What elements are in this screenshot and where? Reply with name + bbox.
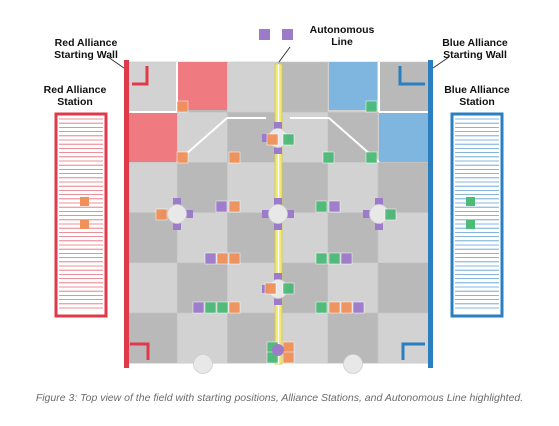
red-corner-marker [132,66,149,86]
ring [282,282,295,295]
ring [228,200,241,213]
autonomous-line-legend-square [282,29,293,40]
ring [216,301,229,314]
autonomous-line-pointer [278,46,291,63]
ring [216,252,229,265]
ring [384,208,397,221]
blue-alliance-starting-wall [428,60,433,368]
blue-starting-zone [379,112,429,162]
autonomous-line-legend-square [259,29,270,40]
ring [155,208,168,221]
field-tile [126,162,178,213]
mobile-goal-tab [173,222,181,230]
mobile-goal-tab [375,198,383,206]
mobile-goal-tab [262,210,270,218]
ring [266,133,279,146]
mobile-goal-tab [274,222,282,230]
ring [340,301,353,314]
ring [315,252,328,265]
ring [228,151,241,164]
mobile-goal-tab [375,222,383,230]
mobile-goal-tab [274,198,282,206]
ring [328,252,341,265]
mobile-goal-tab [274,297,282,305]
blue-station-frame [450,112,504,318]
ring [340,252,353,265]
field-tile [277,61,329,113]
ring [365,151,378,164]
ring [228,252,241,265]
mobile-goal-tab [262,134,270,142]
mobile-goal-tab [363,210,371,218]
ring [204,252,217,265]
blue-alliance-starting-wall-label: Blue Alliance Starting Wall [442,37,508,61]
ring [328,301,341,314]
ring [328,200,341,213]
mobile-goal-tab [286,210,294,218]
blue-alliance-station-label: Blue Alliance Station [444,84,510,108]
ring [322,151,335,164]
field-tile [126,262,178,314]
field-tile [227,61,278,113]
field-tile [126,312,178,364]
mobile-goal-tab [185,210,193,218]
red-station-ring [80,220,89,229]
ring [282,351,295,364]
field-tile [377,61,429,113]
ring [315,200,328,213]
mobile-goal [268,204,288,224]
blue-corner-marker [398,66,425,86]
mobile-goal-tab [274,273,282,281]
mobile-goal [193,354,213,374]
ring-stack [272,344,284,356]
blue-wall-pointer [432,56,450,69]
ring [282,341,295,354]
red-alliance-starting-wall [124,60,129,368]
ring [228,301,241,314]
ring [192,301,205,314]
ring [176,151,189,164]
ring [352,301,365,314]
mobile-goal-tab [173,198,181,206]
starting-zones [127,62,429,360]
mobile-goal [343,354,363,374]
figure-caption: Figure 3: Top view of the field with sta… [35,392,524,404]
mobile-goal-tab [274,146,282,154]
field-walls [107,56,450,368]
mobile-goal-tab [274,122,282,130]
red-station-frame [54,112,108,318]
red-alliance-station-label: Red Alliance Station [43,84,107,108]
ring [282,133,295,146]
autonomous-line-legend [259,29,293,63]
field-tile [377,162,429,213]
autonomous-line-label: Autonomous Line [309,24,375,48]
red-wall-pointer [107,56,125,69]
red-alliance-starting-wall-label: Red Alliance Starting Wall [54,37,118,61]
field-tile [377,262,429,314]
red-starting-zone [127,112,177,162]
ring [264,282,277,295]
ring [365,100,378,113]
ring [204,301,217,314]
red-corner-marker [130,342,150,360]
blue-station-ring [466,197,475,206]
red-alliance-station [54,112,108,318]
blue-alliance-station [450,112,504,318]
rings [155,100,397,364]
blue-station-ring [466,220,475,229]
ring [176,100,189,113]
ring [315,301,328,314]
red-station-ring [80,197,89,206]
field-tile [126,61,178,113]
mobile-goal [167,204,187,224]
ring [215,200,228,213]
blue-corner-marker [401,342,425,360]
